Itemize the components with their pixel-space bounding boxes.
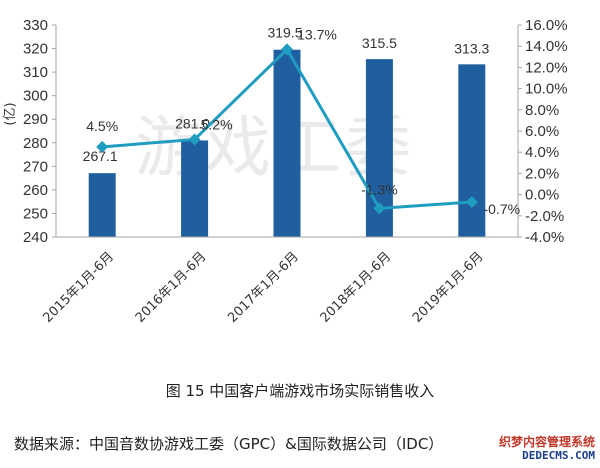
right-tick-label: 12.0% bbox=[525, 59, 568, 76]
bar-value-label: 313.3 bbox=[454, 40, 489, 56]
left-tick-label: 260 bbox=[23, 182, 48, 199]
bar-value-label: 267.1 bbox=[83, 148, 118, 164]
bar-value-label: 319.5 bbox=[267, 25, 302, 41]
growth-point bbox=[281, 43, 293, 56]
x-tick-label: 2017年1月-6月 bbox=[225, 249, 302, 326]
left-axis: 240 250 260 270 280 290 300 310 320 330 bbox=[23, 17, 57, 246]
y-axis-label: (亿) bbox=[3, 102, 18, 125]
badge-line-1: 织梦内容管理系统 bbox=[498, 435, 595, 449]
right-tick-label: 14.0% bbox=[525, 38, 568, 55]
growth-line: 4.5% 5.2% 13.7% -1.3% -0.7% bbox=[86, 26, 520, 217]
growth-value-label: 5.2% bbox=[201, 116, 233, 132]
left-tick-label: 300 bbox=[23, 88, 48, 105]
x-tick-label: 2015年1月-6月 bbox=[40, 249, 117, 326]
bar-value-label: 281.0 bbox=[175, 115, 210, 131]
left-tick-label: 290 bbox=[23, 111, 48, 128]
bar bbox=[181, 140, 209, 237]
chart: 游戏工委 240 250 260 270 280 290 300 310 320 330 -4.0… bbox=[3, 17, 568, 326]
right-tick-label: 10.0% bbox=[525, 81, 568, 98]
growth-value-label: -0.7% bbox=[484, 201, 521, 217]
right-tick-label: -4.0% bbox=[525, 229, 564, 246]
growth-value-label: 13.7% bbox=[297, 26, 337, 42]
right-tick-label: 0.0% bbox=[525, 187, 559, 204]
right-tick-label: -2.0% bbox=[525, 208, 564, 225]
growth-point bbox=[373, 202, 386, 215]
right-tick-label: 16.0% bbox=[525, 17, 568, 34]
site-badge: 织梦内容管理系统 DEDECMS.COM bbox=[495, 434, 598, 464]
left-tick-label: 280 bbox=[23, 135, 48, 152]
bars: 267.1 281.0 319.5 315.5 313.3 bbox=[56, 25, 518, 238]
x-tick-label: 2016年1月-6月 bbox=[133, 249, 210, 326]
right-tick-label: 4.0% bbox=[525, 144, 559, 161]
growth-point bbox=[188, 133, 201, 146]
bar bbox=[273, 49, 301, 237]
growth-point bbox=[465, 196, 478, 209]
bar bbox=[458, 64, 486, 238]
growth-value-label: 4.5% bbox=[86, 118, 118, 134]
bar-value-label: 315.5 bbox=[362, 35, 397, 51]
right-tick-label: 2.0% bbox=[525, 165, 559, 182]
left-tick-label: 250 bbox=[23, 205, 48, 222]
right-tick-label: 6.0% bbox=[525, 123, 559, 140]
right-axis: -4.0% -2.0% 0.0% 2.0% 4.0% 6.0% 8.0% 10.0% 12.0%… bbox=[517, 17, 568, 246]
left-tick-label: 310 bbox=[23, 64, 48, 81]
x-tick-label: 2019年1月-6月 bbox=[410, 249, 487, 326]
figure-caption: 图 15 中国客户端游戏市场实际销售收入 bbox=[165, 382, 435, 400]
right-tick-label: 8.0% bbox=[525, 102, 559, 119]
watermark: 游戏工委 bbox=[135, 109, 415, 186]
left-tick-label: 240 bbox=[23, 229, 48, 246]
bar bbox=[88, 173, 116, 237]
x-axis-ticks: 2015年1月-6月 2016年1月-6月 2017年1月-6月 2018年1月-6月… bbox=[40, 249, 486, 326]
left-tick-label: 270 bbox=[23, 158, 48, 175]
left-tick-label: 330 bbox=[23, 17, 48, 34]
badge-line-2: DEDECMS.COM bbox=[522, 449, 595, 462]
left-tick-label: 320 bbox=[23, 41, 48, 58]
data-source: 数据来源：中国音数协游戏工委（GPC）&国际数据公司（IDC） bbox=[14, 435, 444, 453]
growth-value-label: -1.3% bbox=[361, 181, 398, 197]
x-tick-label: 2018年1月-6月 bbox=[318, 249, 395, 326]
growth-point bbox=[96, 140, 109, 153]
